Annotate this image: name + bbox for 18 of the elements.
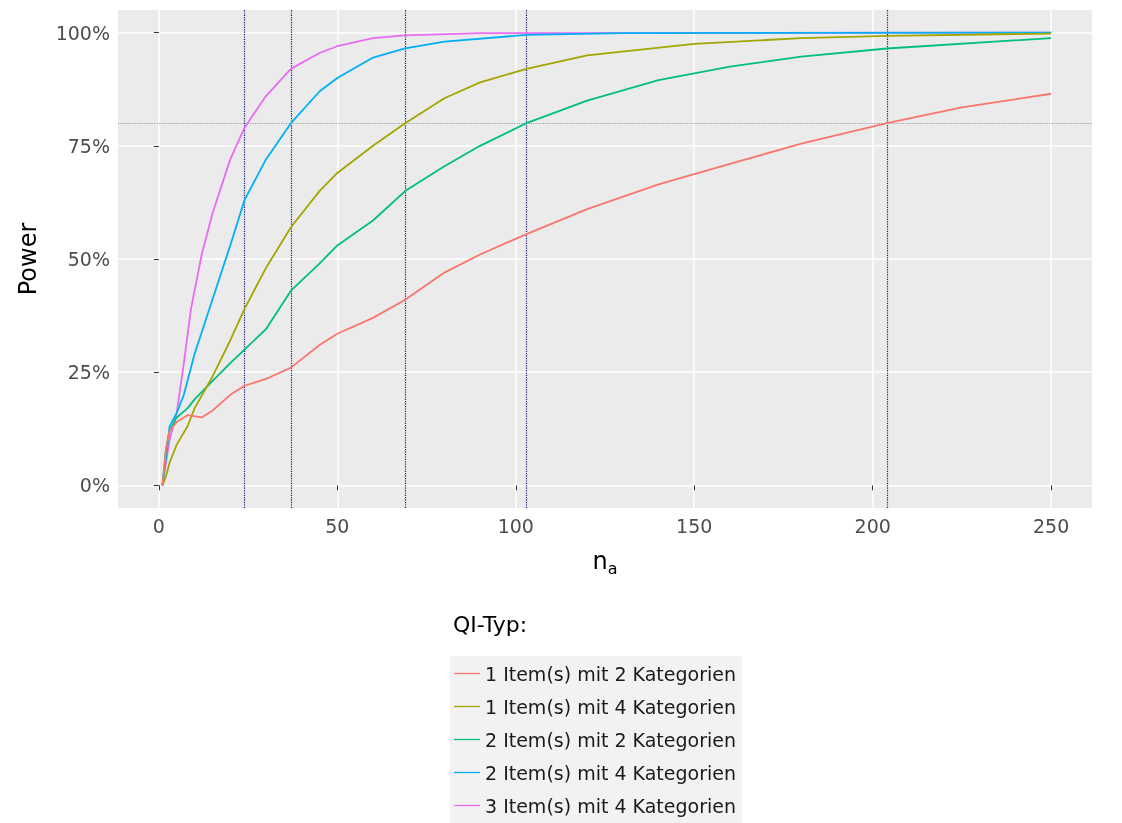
y-tick-label: 25% [67, 361, 110, 384]
x-tick-label: 200 [854, 514, 891, 537]
legend-label: 2 Item(s) mit 2 Kategorien [485, 728, 736, 751]
y-tick-label: 0% [79, 474, 110, 497]
y-tick-label: 75% [67, 134, 110, 157]
y-tick-label: 50% [67, 248, 110, 270]
x-tick-label: 150 [676, 514, 713, 537]
x-tick-label: 0 [152, 514, 165, 537]
legend-label: 2 Item(s) mit 4 Kategorien [485, 761, 736, 784]
y-axis-title: Power [14, 222, 42, 296]
legend-title: QI-Typ: [453, 611, 528, 637]
x-tick-label: 50 [325, 514, 350, 537]
legend-label: 1 Item(s) mit 2 Kategorien [485, 662, 736, 685]
legend-label: 1 Item(s) mit 4 Kategorien [485, 695, 736, 718]
x-tick-label: 100 [497, 514, 534, 537]
x-tick-label: 250 [1033, 514, 1070, 537]
y-tick-label: 100% [55, 21, 110, 44]
legend-label: 3 Item(s) mit 4 Kategorien [485, 794, 736, 817]
